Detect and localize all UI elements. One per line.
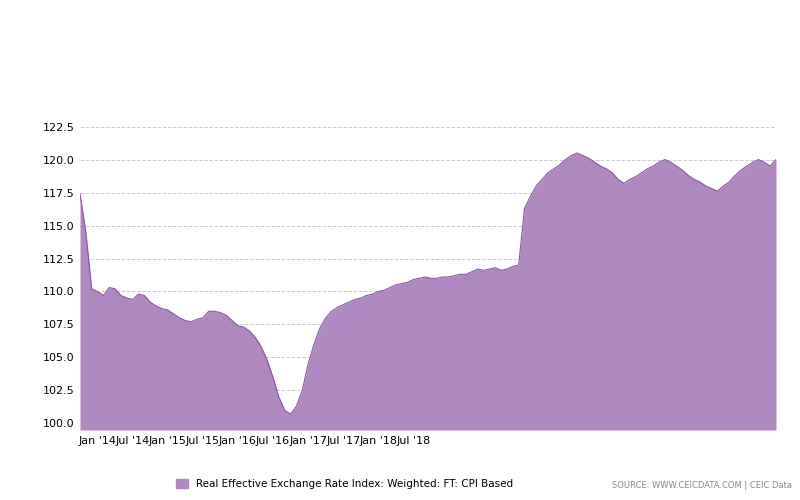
Text: Czech Republic Real Effective Exchange: Czech Republic Real Effective Exchange: [182, 39, 618, 58]
Legend: Real Effective Exchange Rate Index: Weighted: FT: CPI Based: Real Effective Exchange Rate Index: Weig…: [171, 474, 518, 493]
Text: SOURCE: WWW.CEICDATA.COM | CEIC Data: SOURCE: WWW.CEICDATA.COM | CEIC Data: [612, 481, 792, 490]
Text: from October 2013 to October 2018: from October 2013 to October 2018: [203, 76, 597, 96]
